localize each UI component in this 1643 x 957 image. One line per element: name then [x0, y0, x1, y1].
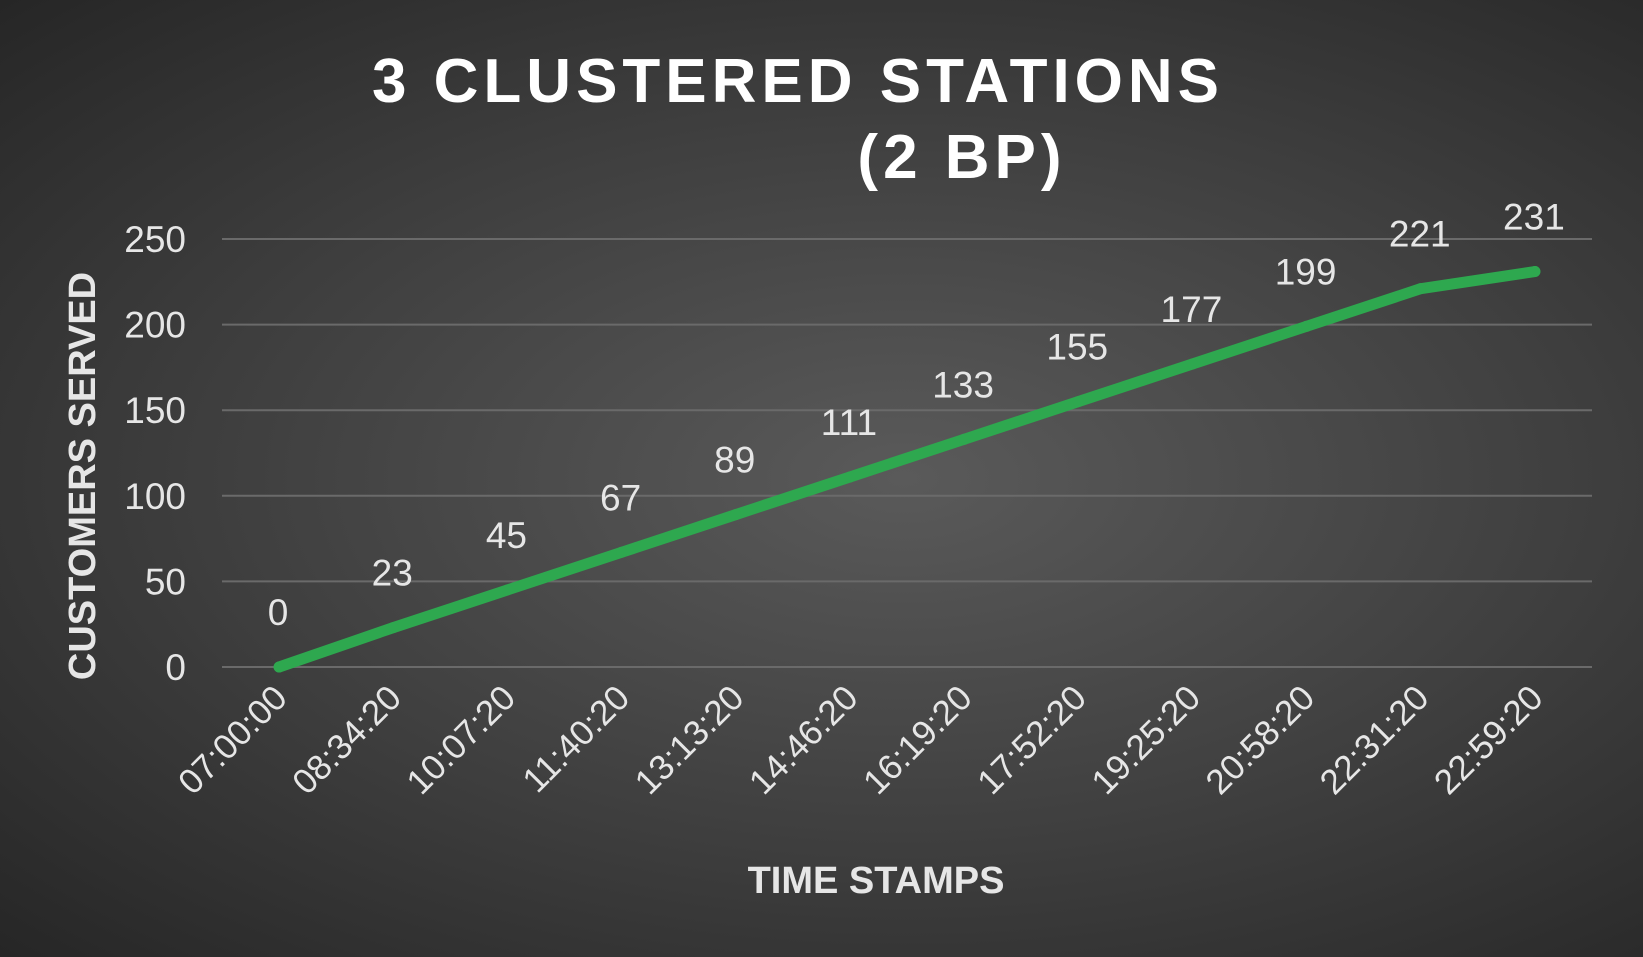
data-label: 111	[821, 402, 877, 443]
data-label: 155	[1046, 327, 1108, 368]
y-tick-label: 250	[124, 219, 186, 260]
x-tick-label: 20:58:20	[1198, 678, 1322, 802]
data-point	[273, 661, 285, 673]
data-label: 221	[1389, 214, 1451, 255]
data-label: 199	[1275, 251, 1337, 292]
chart-title-line-1: 3 CLUSTERED STATIONS	[372, 47, 1224, 116]
x-tick-label: 13:13:20	[627, 678, 751, 802]
y-tick-label: 50	[145, 561, 186, 602]
data-label: 23	[372, 553, 413, 594]
data-point	[387, 622, 399, 634]
x-tick-label: 17:52:20	[970, 678, 1094, 802]
data-label: 89	[714, 440, 755, 481]
y-tick-label: 0	[165, 647, 186, 688]
data-label: 0	[268, 592, 289, 633]
data-label: 177	[1161, 289, 1223, 330]
x-tick-label: 19:25:20	[1084, 678, 1208, 802]
x-tick-label: 22:59:20	[1427, 678, 1551, 802]
y-tick-label: 100	[124, 476, 186, 517]
series-lines	[273, 266, 1541, 673]
data-point	[1072, 396, 1084, 408]
data-point	[616, 546, 628, 558]
x-axis-ticks: 07:00:0008:34:2010:07:2011:40:2013:13:20…	[171, 678, 1551, 802]
data-point	[844, 471, 856, 483]
data-point	[1301, 320, 1313, 332]
gridlines	[222, 238, 1592, 668]
x-tick-label: 11:40:20	[515, 678, 637, 800]
series-line	[273, 266, 1541, 673]
y-tick-label: 200	[124, 305, 186, 346]
x-axis-title: TIME STAMPS	[748, 860, 1005, 902]
data-point	[501, 584, 513, 596]
data-point	[730, 509, 742, 521]
data-label: 45	[486, 515, 527, 556]
y-axis-ticks: 0 50 100 150 200 250	[124, 219, 186, 688]
data-label: 231	[1503, 197, 1565, 238]
x-tick-label: 08:34:20	[285, 678, 409, 802]
data-point	[1415, 283, 1427, 295]
x-tick-label: 22:31:20	[1312, 678, 1436, 802]
data-labels: 0 23 45 67 89 111 133 155 177 199 221 231	[268, 197, 1565, 633]
x-tick-label: 07:00:00	[171, 678, 295, 802]
data-label: 133	[932, 364, 994, 405]
y-axis-title: CUSTOMERS SERVED	[62, 272, 104, 680]
x-tick-label: 10:07:20	[399, 678, 523, 802]
data-point	[958, 433, 970, 445]
x-tick-label: 14:46:20	[742, 678, 866, 802]
chart-title: 3 CLUSTERED STATIONS (2 BP)	[372, 47, 1224, 192]
x-tick-label: 16:19:20	[856, 678, 980, 802]
data-point	[1529, 266, 1541, 278]
y-tick-label: 150	[124, 390, 186, 431]
data-label: 67	[600, 477, 641, 518]
data-point	[1186, 358, 1198, 370]
chart-title-line-2: (2 BP)	[857, 123, 1066, 192]
